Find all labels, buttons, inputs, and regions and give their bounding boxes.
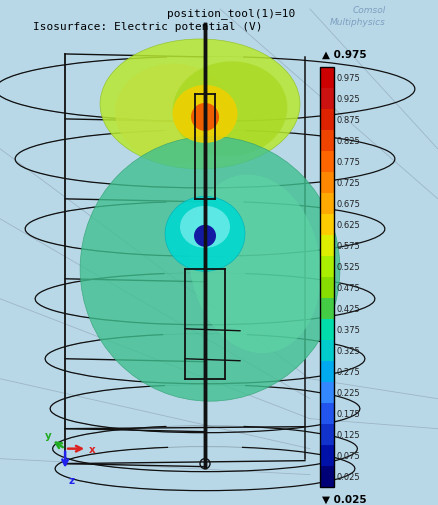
Bar <box>320 110 334 131</box>
Bar <box>320 131 334 152</box>
Bar <box>320 319 334 340</box>
Text: 0.775: 0.775 <box>337 158 361 167</box>
Text: 0.475: 0.475 <box>337 283 360 292</box>
Text: 0.825: 0.825 <box>337 137 360 145</box>
Text: z: z <box>68 475 74 485</box>
Text: 0.175: 0.175 <box>337 409 360 418</box>
Text: Isosurface: Electric potential (V): Isosurface: Electric potential (V) <box>33 22 263 32</box>
Bar <box>320 89 334 110</box>
Ellipse shape <box>191 104 219 132</box>
Text: 0.375: 0.375 <box>337 325 361 334</box>
Ellipse shape <box>173 62 287 157</box>
Text: 0.425: 0.425 <box>337 304 360 313</box>
Ellipse shape <box>180 207 230 248</box>
Text: 0.025: 0.025 <box>337 472 360 481</box>
Text: 0.925: 0.925 <box>337 95 360 104</box>
Ellipse shape <box>80 137 340 401</box>
Text: 0.275: 0.275 <box>337 367 360 376</box>
Bar <box>320 424 334 445</box>
Bar <box>320 340 334 361</box>
Text: Comsol: Comsol <box>353 6 386 15</box>
Ellipse shape <box>165 197 245 272</box>
Bar <box>320 298 334 319</box>
Bar <box>320 235 334 257</box>
Bar <box>320 193 334 215</box>
Bar <box>320 445 334 466</box>
Bar <box>320 68 334 89</box>
Text: 0.975: 0.975 <box>337 74 360 83</box>
Bar <box>320 403 334 424</box>
Bar <box>320 466 334 487</box>
Bar <box>320 361 334 382</box>
Text: 0.625: 0.625 <box>337 220 360 229</box>
Text: y: y <box>45 430 52 440</box>
Bar <box>320 215 334 235</box>
Text: Multiphysics: Multiphysics <box>330 18 386 27</box>
Bar <box>320 382 334 403</box>
Ellipse shape <box>115 65 235 165</box>
Text: 0.525: 0.525 <box>337 262 360 271</box>
Text: ▼ 0.025: ▼ 0.025 <box>322 494 367 503</box>
Bar <box>320 277 334 298</box>
Text: 0.325: 0.325 <box>337 346 360 355</box>
Text: 0.675: 0.675 <box>337 199 361 209</box>
Text: x: x <box>89 444 96 454</box>
Bar <box>320 152 334 173</box>
Text: 0.075: 0.075 <box>337 451 360 460</box>
Ellipse shape <box>173 86 237 143</box>
Text: 0.225: 0.225 <box>337 388 360 397</box>
Ellipse shape <box>189 175 321 354</box>
Bar <box>320 173 334 193</box>
Ellipse shape <box>194 225 216 247</box>
Text: 0.725: 0.725 <box>337 178 360 187</box>
Bar <box>320 68 334 487</box>
Text: position_tool(1)=10: position_tool(1)=10 <box>140 8 296 19</box>
Text: 0.875: 0.875 <box>337 116 361 125</box>
Text: ▲ 0.975: ▲ 0.975 <box>322 50 367 60</box>
Bar <box>320 257 334 277</box>
Text: 0.125: 0.125 <box>337 430 360 439</box>
Ellipse shape <box>100 40 300 170</box>
Text: 0.575: 0.575 <box>337 241 360 250</box>
